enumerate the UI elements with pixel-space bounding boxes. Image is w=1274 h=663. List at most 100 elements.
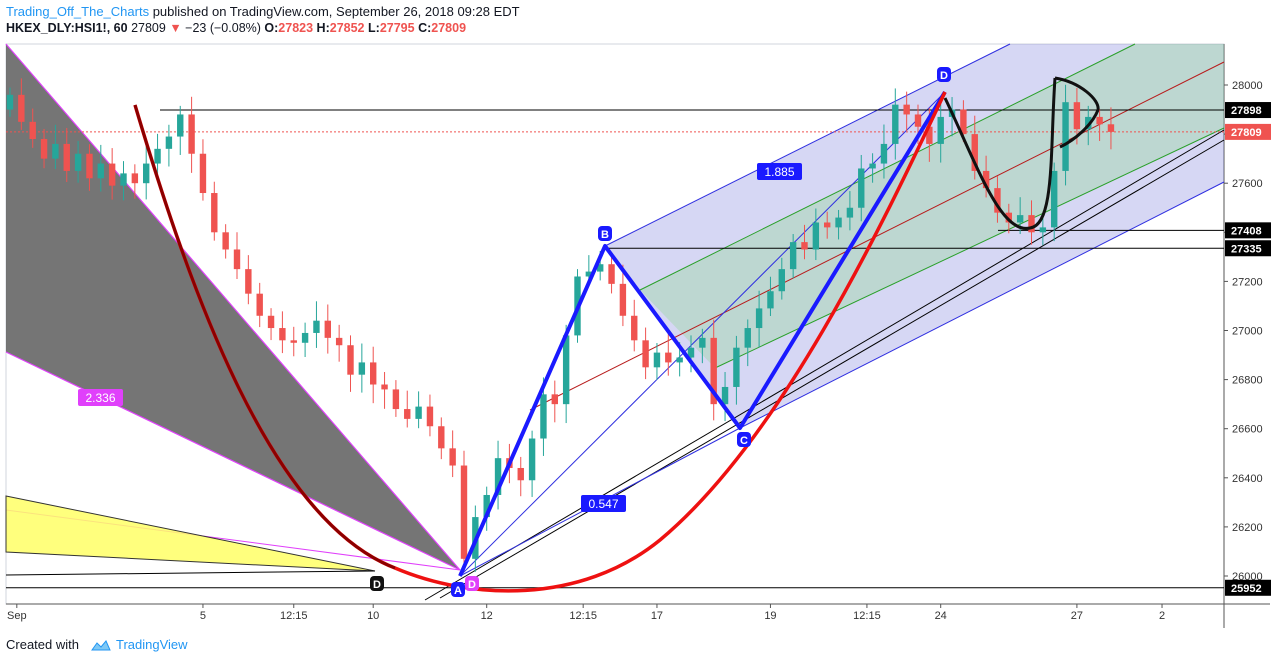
point-label-c-bg <box>737 432 751 447</box>
close-value: 27809 <box>431 21 467 35</box>
tradingview-brand: TradingView <box>115 637 188 652</box>
candle-body <box>438 426 445 449</box>
x-tick-label: 17 <box>651 610 663 622</box>
x-tick-label: Sep <box>7 610 27 622</box>
candle-body <box>86 153 93 179</box>
created-with-label: Created with <box>6 637 79 652</box>
price-change: −23 (−0.08%) <box>185 21 261 35</box>
candle-body <box>665 352 672 363</box>
candle-body <box>608 264 615 284</box>
y-tick-label: 28000 <box>1232 80 1263 92</box>
cup-curve <box>943 77 1057 230</box>
candle-body <box>528 438 536 481</box>
candle-body <box>449 448 456 466</box>
candle-body <box>324 320 331 338</box>
candle-body <box>767 291 774 309</box>
candle-body <box>313 320 320 333</box>
candle-body <box>1039 227 1047 233</box>
fan-line-upper <box>5 43 461 571</box>
y-tick-label: 26200 <box>1232 522 1263 534</box>
candle-body <box>812 222 820 250</box>
tradingview-cloud-icon <box>91 639 111 650</box>
candle-body <box>540 394 547 439</box>
candle-body <box>29 121 36 140</box>
author-link[interactable]: Trading_Off_The_Charts <box>6 4 150 19</box>
x-tick-label: 10 <box>367 610 379 622</box>
low-value: 27795 <box>379 21 415 35</box>
candle-body <box>903 104 910 115</box>
price-label: 27898 <box>1231 105 1262 117</box>
x-tick-label: 19 <box>764 610 776 622</box>
candle-body <box>721 386 729 405</box>
candle-body <box>642 340 649 368</box>
open-label: O: <box>264 21 279 35</box>
candle-body <box>880 143 888 164</box>
candle-body <box>914 114 922 127</box>
abcd-pattern <box>458 90 947 577</box>
price-label: 27408 <box>1231 225 1262 237</box>
point-label-b-bg <box>598 226 612 241</box>
candle-body <box>1085 116 1092 130</box>
point-label-a-bg <box>451 582 465 597</box>
candle-body <box>892 104 899 144</box>
candle-body <box>120 173 127 186</box>
y-tick-label: 27600 <box>1232 178 1263 190</box>
ratio-label-fan: 2.336 <box>85 391 115 405</box>
candle-body <box>415 406 422 419</box>
candle-body <box>755 308 763 329</box>
candle-body <box>370 362 377 385</box>
candle-body <box>222 232 229 250</box>
candle-body <box>653 352 661 368</box>
candle-body <box>460 465 468 559</box>
y-tick-label: 27000 <box>1232 326 1263 338</box>
candle-body <box>551 394 558 405</box>
price-label: 27809 <box>1231 127 1262 139</box>
tradingview-link[interactable]: TradingView <box>85 637 188 652</box>
y-tick-label: 26400 <box>1232 473 1263 485</box>
candle-body <box>392 389 400 410</box>
candle-body <box>631 315 638 341</box>
x-tick-label: 5 <box>200 610 206 622</box>
candle-body <box>789 242 797 270</box>
candle-body <box>1016 215 1024 223</box>
candle-body <box>154 148 161 164</box>
candle-body <box>562 335 570 405</box>
candle-body <box>597 264 604 272</box>
candle-body <box>960 109 967 135</box>
candle-body <box>18 94 25 122</box>
x-tick-label: 12:15 <box>853 610 881 622</box>
candle-body <box>63 143 70 171</box>
x-tick-label: 12 <box>481 610 493 622</box>
candle-body <box>301 332 309 343</box>
candle-body <box>1096 116 1103 125</box>
close-label: C: <box>418 21 432 35</box>
symbol-name[interactable]: HKEX_DLY:HSI1!, 60 <box>6 21 128 35</box>
channel-inner-upper <box>639 43 1136 291</box>
symbol-legend: HKEX_DLY:HSI1!, 60 27809 ▼ −23 (−0.08%) … <box>6 21 466 35</box>
candle-body <box>131 173 139 184</box>
high-label: H: <box>316 21 330 35</box>
point-label-black-d: D <box>373 579 381 591</box>
price-axis: 2600026200264002660026800270002720027400… <box>1224 80 1271 596</box>
y-tick-label: 26800 <box>1232 375 1263 387</box>
trendline-black-2 <box>439 139 1225 599</box>
last-price: 27809 <box>131 21 166 35</box>
candle-body <box>744 328 751 348</box>
x-tick-label: 2 <box>1159 610 1165 622</box>
candle-body <box>108 163 116 186</box>
ratio-label-ac: 0.547 <box>588 497 618 511</box>
candle-body <box>937 116 944 144</box>
candle-body <box>676 357 683 363</box>
candle-body <box>335 337 343 346</box>
candle-body <box>188 114 195 154</box>
candle-body <box>177 114 184 137</box>
point-label-c: C <box>740 435 748 447</box>
candle-body <box>733 347 740 387</box>
x-tick-label: 24 <box>935 610 947 622</box>
candle-body <box>778 269 785 292</box>
x-tick-label: 12:15 <box>280 610 308 622</box>
candle-body <box>1107 124 1115 132</box>
publish-date: published on TradingView.com, September … <box>152 4 520 19</box>
candle-body <box>1005 212 1012 223</box>
